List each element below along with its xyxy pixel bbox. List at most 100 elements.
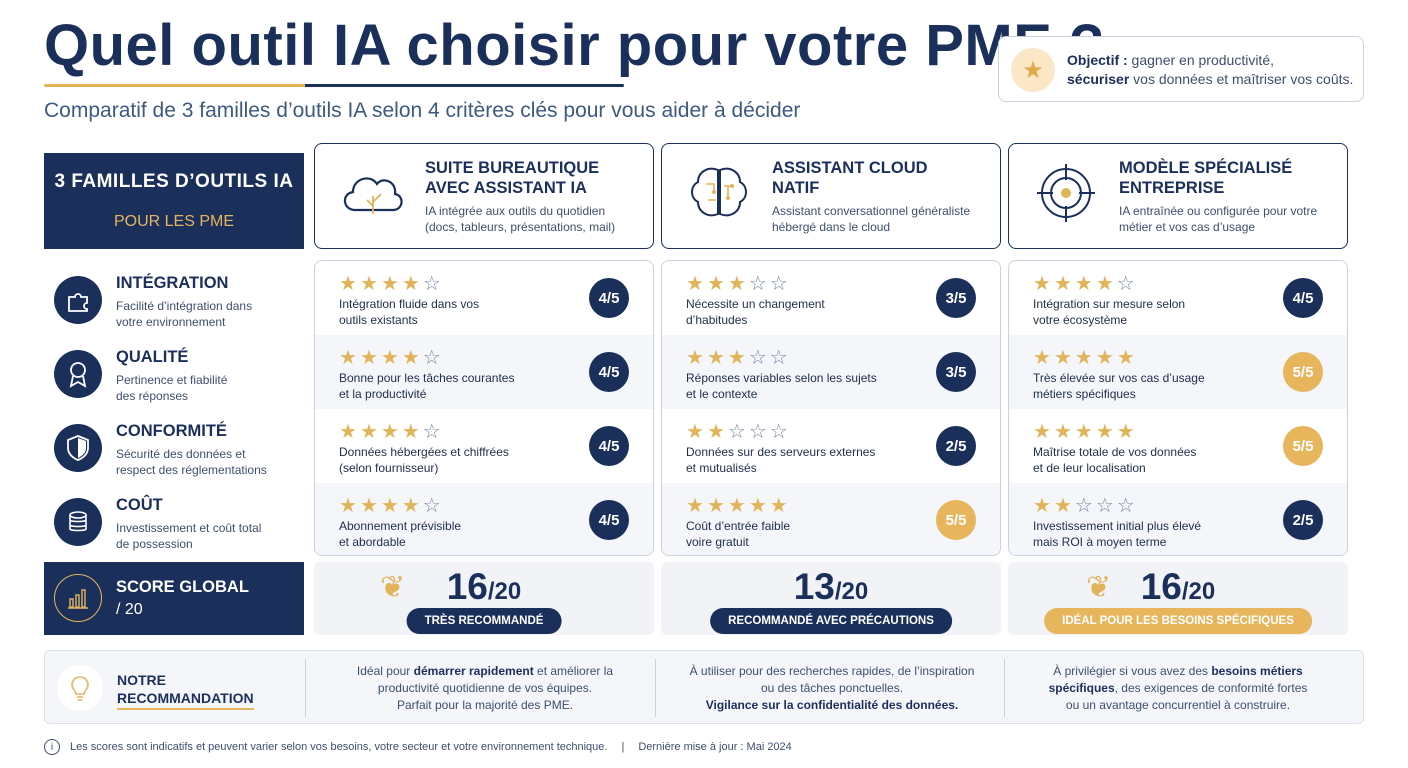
score-label: RECOMMANDÉ AVEC PRÉCAUTIONS: [710, 608, 952, 634]
star-empty-icon: ☆: [769, 421, 791, 443]
star-filled-icon: ★: [1053, 421, 1075, 443]
score-badge: 4/5: [589, 278, 629, 318]
lightbulb-icon: [57, 665, 103, 711]
score-office-suite: ❦ 16/20 TRÈS RECOMMANDÉ: [314, 562, 654, 635]
star-empty-icon: ☆: [422, 273, 444, 295]
info-icon: i: [44, 739, 60, 755]
star-rating: ★★☆☆☆: [686, 419, 791, 444]
score-cloud-assistant: 13/20 RECOMMANDÉ AVEC PRÉCAUTIONS: [661, 562, 1001, 635]
objective-box: ★ Objectif : gagner en productivité, séc…: [998, 36, 1364, 102]
families-header: 3 FAMILLES D’OUTILS IA POUR LES PME: [44, 153, 304, 249]
star-filled-icon: ★: [1033, 495, 1054, 517]
criterion-integration: INTÉGRATION Facilité d’intégration dans v…: [44, 262, 304, 334]
star-rating: ★★★★☆: [339, 493, 444, 518]
rating-cell: ★★★★☆ Bonne pour les tâches courantes et l…: [315, 335, 653, 409]
star-filled-icon: ★: [380, 273, 402, 295]
star-filled-icon: ★: [727, 347, 749, 369]
score-badge: 2/5: [1283, 500, 1323, 540]
footer-updated: Dernière mise à jour : Mai 2024: [638, 741, 792, 753]
family-specialized-model: MODÈLE SPÉCIALISÉ ENTREPRISE IA entraînée…: [1008, 143, 1348, 249]
star-filled-icon: ★: [380, 347, 402, 369]
star-filled-icon: ★: [748, 495, 770, 517]
ratings-specialized-model: ★★★★☆ Intégration sur mesure selon votre é…: [1008, 260, 1348, 556]
score-badge: 3/5: [936, 352, 976, 392]
star-filled-icon: ★: [359, 495, 381, 517]
score-badge: 3/5: [936, 278, 976, 318]
star-empty-icon: ☆: [422, 421, 444, 443]
star-filled-icon: ★: [706, 495, 728, 517]
star-filled-icon: ★: [1033, 347, 1054, 369]
star-filled-icon: ★: [339, 347, 360, 369]
title-underline: [44, 84, 624, 87]
score-badge: 4/5: [1283, 278, 1323, 318]
page-title: Quel outil IA choisir pour votre PME ?: [44, 13, 1105, 78]
star-filled-icon: ★: [339, 421, 360, 443]
star-filled-icon: ★: [769, 495, 791, 517]
star-filled-icon: ★: [686, 347, 707, 369]
rating-cell: ★★★★★ Coût d’entrée faible voire gratuit 5/…: [662, 483, 1000, 555]
star-filled-icon: ★: [1095, 421, 1117, 443]
score-label: TRÈS RECOMMANDÉ: [406, 608, 562, 634]
score-badge: 4/5: [589, 352, 629, 392]
ratings-cloud-assistant: ★★★☆☆ Nécessite un changement d’habitudes 3…: [661, 260, 1001, 556]
star-empty-icon: ☆: [1116, 495, 1138, 517]
rating-cell: ★★★☆☆ Nécessite un changement d’habitudes 3…: [662, 261, 1000, 335]
star-rating: ★★★★☆: [339, 419, 444, 444]
recommendation-office-suite: Idéal pour démarrer rapidement et amélio…: [356, 664, 614, 712]
star-filled-icon: ★: [339, 273, 360, 295]
star-filled-icon: ★: [686, 495, 707, 517]
star-rating: ★★★★☆: [339, 345, 444, 370]
rating-cell: ★★★★★ Maîtrise totale de vos données et de…: [1009, 409, 1347, 483]
star-empty-icon: ☆: [748, 273, 770, 295]
star-filled-icon: ★: [1116, 347, 1138, 369]
puzzle-icon: [54, 276, 102, 324]
recommendation-title: NOTRE RECOMMANDATION: [117, 671, 254, 710]
star-filled-icon: ★: [1033, 421, 1054, 443]
brain-circuit-icon: [691, 167, 747, 217]
score-global-header: SCORE GLOBAL / 20: [44, 562, 304, 635]
star-filled-icon: ★: [1053, 273, 1075, 295]
star-filled-icon: ★: [401, 421, 423, 443]
objective-text: Objectif : gagner en productivité, sécur…: [1067, 52, 1354, 87]
star-rating: ★★★★★: [686, 493, 791, 518]
star-filled-icon: ★: [359, 421, 381, 443]
star-rating: ★★★☆☆: [686, 271, 791, 296]
score-badge: 5/5: [936, 500, 976, 540]
star-filled-icon: ★: [706, 347, 728, 369]
star-filled-icon: ★: [359, 347, 381, 369]
star-empty-icon: ☆: [727, 421, 749, 443]
divider: [1004, 659, 1005, 717]
rating-cell: ★★★★☆ Intégration sur mesure selon votre é…: [1009, 261, 1347, 335]
laurel-icon: ❦: [380, 571, 406, 604]
star-empty-icon: ☆: [748, 347, 770, 369]
star-icon: ★: [1011, 48, 1055, 92]
target-icon: [1037, 164, 1095, 222]
star-filled-icon: ★: [1074, 347, 1096, 369]
footer-separator: |: [621, 741, 625, 753]
star-empty-icon: ☆: [769, 347, 791, 369]
star-filled-icon: ★: [1095, 273, 1117, 295]
score-badge: 5/5: [1283, 352, 1323, 392]
shield-icon: [54, 424, 102, 472]
recommendation-panel: NOTRE RECOMMANDATION Idéal pour démarrer …: [44, 650, 1364, 724]
star-filled-icon: ★: [706, 421, 728, 443]
star-rating: ★★★★☆: [1033, 271, 1138, 296]
star-empty-icon: ☆: [422, 495, 444, 517]
star-empty-icon: ☆: [769, 273, 791, 295]
star-filled-icon: ★: [727, 273, 749, 295]
footer-note: Les scores sont indicatifs et peuvent va…: [70, 741, 608, 753]
rating-cell: ★★★★☆ Intégration fluide dans vos outils e…: [315, 261, 653, 335]
star-filled-icon: ★: [401, 495, 423, 517]
star-filled-icon: ★: [686, 273, 707, 295]
rating-cell: ★★★☆☆ Réponses variables selon les sujets…: [662, 335, 1000, 409]
star-filled-icon: ★: [1116, 421, 1138, 443]
star-filled-icon: ★: [1053, 495, 1075, 517]
star-empty-icon: ☆: [748, 421, 770, 443]
recommendation-cloud-assistant: À utiliser pour des recherches rapides, …: [689, 664, 975, 712]
award-icon: [54, 350, 102, 398]
rating-cell: ★★★★★ Très élevée sur vos cas d’usage méti…: [1009, 335, 1347, 409]
star-empty-icon: ☆: [1116, 273, 1138, 295]
star-filled-icon: ★: [359, 273, 381, 295]
score-badge: 4/5: [589, 500, 629, 540]
star-rating: ★★☆☆☆: [1033, 493, 1138, 518]
